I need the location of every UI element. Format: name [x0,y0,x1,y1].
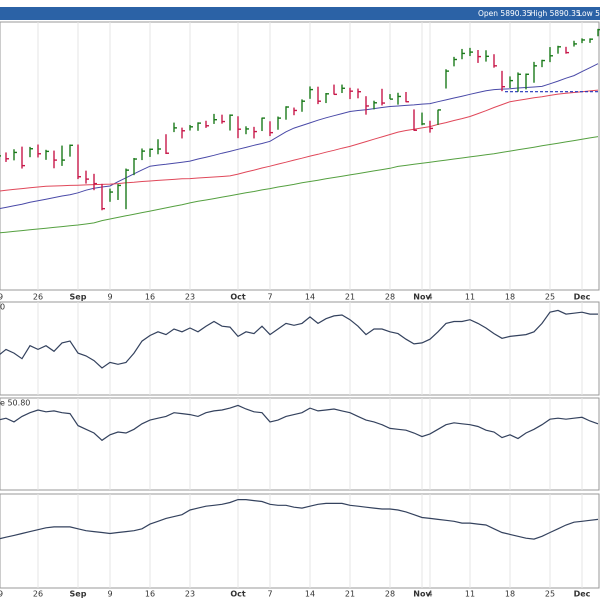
indicator-panel [0,397,600,491]
x-tick-label: Nov [413,293,431,302]
indicator-line [0,499,599,540]
x-tick-label: 11 [465,293,475,302]
moving-average [0,63,599,210]
panel-label: e 50.80 [0,399,30,408]
indicator-panel [0,301,600,396]
x-tick-label: 26 [33,590,43,599]
x-tick-label: 4 [427,293,432,302]
x-tick-label: 4 [427,590,432,599]
x-tick-label: 14 [305,590,315,599]
x-tick-label: 16 [145,293,155,302]
x-tick-label: Oct [230,293,246,302]
x-tick-label: 7 [267,293,272,302]
header-text: Open 5890.35 [478,9,532,18]
indicator-line [0,309,598,369]
x-tick-label: 7 [267,590,272,599]
x-tick-label: 16 [145,590,155,599]
header-text: High 5890.35 [530,9,581,18]
indicator-panel [0,493,600,589]
header-text: Low 5 [578,9,600,18]
x-tick-label: Sep [70,293,87,302]
x-tick-label: 19 [0,590,3,599]
x-tick-label: Dec [574,590,591,599]
x-tick-label: 9 [107,590,112,599]
x-tick-label: 26 [33,293,43,302]
x-tick-label: 19 [0,293,3,302]
panel-label: 0 [0,303,5,312]
x-tick-label: 25 [545,293,555,302]
price-panel [0,21,600,291]
x-tick-label: 9 [107,293,112,302]
x-tick-label: Dec [574,293,591,302]
x-tick-label: 18 [505,293,515,302]
x-tick-label: 21 [345,293,355,302]
x-tick-label: 14 [305,293,315,302]
x-tick-label: 23 [185,293,195,302]
x-tick-label: 28 [385,293,395,302]
moving-average [0,89,599,192]
x-tick-label: Oct [230,590,246,599]
x-tick-label: 28 [385,590,395,599]
x-tick-label: 11 [465,590,475,599]
x-tick-label: 18 [505,590,515,599]
x-tick-label: 21 [345,590,355,599]
indicator-line [0,404,599,442]
x-tick-label: 23 [185,590,195,599]
moving-average [0,136,599,234]
x-tick-label: 25 [545,590,555,599]
x-tick-label: Sep [70,590,87,599]
x-tick-label: Nov [413,590,431,599]
header-bar [0,7,600,20]
